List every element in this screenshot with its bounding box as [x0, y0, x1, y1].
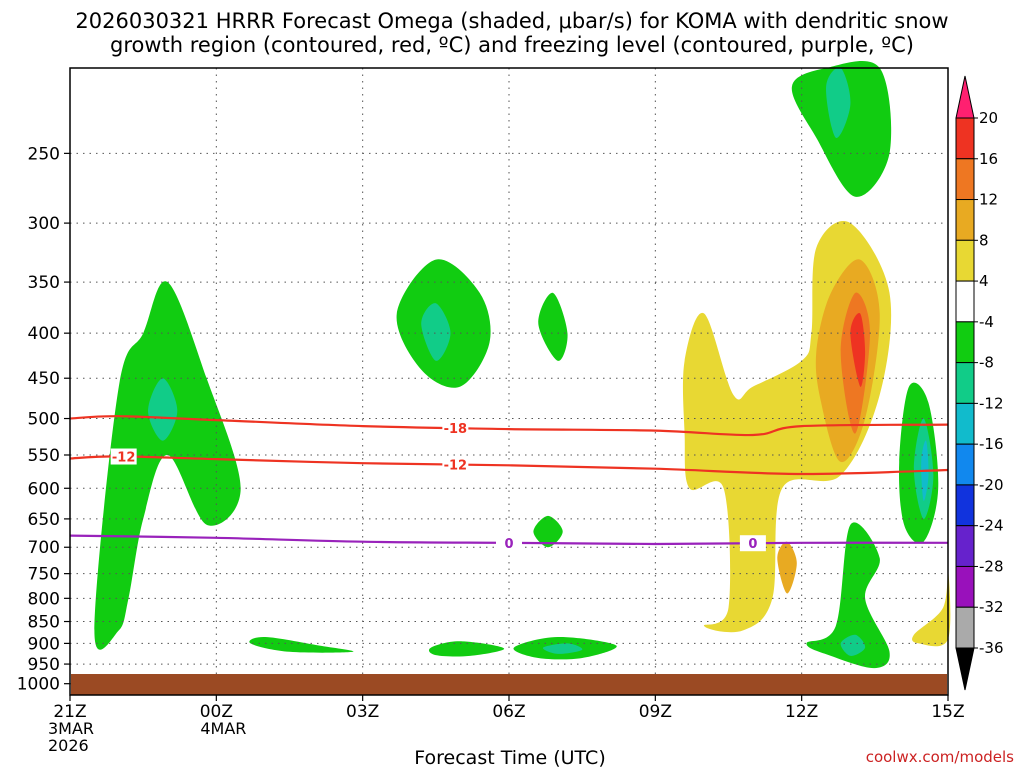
- colorbar-swatch-5: [955, 321, 975, 364]
- colorbar-swatch-1: [955, 158, 975, 201]
- x-tick-label-0-0: 21Z: [53, 702, 86, 722]
- omega-region-rising-area-late-3-core: [840, 634, 866, 656]
- colorbar-top-arrow: [955, 75, 975, 119]
- contour-label-dgz-minus12-2: -12: [112, 451, 136, 466]
- colorbar-swatch-6: [955, 362, 975, 404]
- colorbar-label-6: -8: [979, 354, 994, 372]
- x-tick-label-4-0: 09Z: [639, 702, 672, 722]
- contour-line-dgz-minus18: [69, 415, 949, 437]
- colorbar-swatch-3: [955, 239, 975, 282]
- omega-region-rising-area-low-4-core: [542, 643, 583, 654]
- colorbar-label-13: -36: [979, 639, 1004, 657]
- colorbar-label-11: -28: [979, 557, 1004, 575]
- y-tick-label-900: 900: [28, 634, 60, 654]
- contour-label-freezing-level-0: 0: [504, 537, 513, 552]
- contour-label-bg-freezing-level-0-2: [739, 535, 766, 552]
- omega-region-rising-area-early-1-core: [148, 378, 178, 441]
- x-tick-label-0-1: 3MAR: [48, 719, 94, 738]
- omega-region-rising-area-06z-core: [421, 303, 451, 361]
- omega-region-sinking-area-main-3: [850, 312, 866, 387]
- colorbar-label-5: -4: [979, 313, 994, 331]
- omega-region-rising-area-08z: [538, 292, 568, 361]
- colorbar-swatch-4: [955, 280, 975, 323]
- omega-region-rising-area-late-3: [806, 522, 890, 669]
- y-tick-label-750: 750: [28, 565, 60, 585]
- colorbar-swatch-11: [955, 565, 975, 608]
- y-tick-label-500: 500: [28, 410, 60, 430]
- x-tick-label-1-1: 4MAR: [200, 719, 246, 738]
- colorbar-bottom-arrow: [955, 647, 975, 691]
- contour-line-dgz-minus12: [69, 455, 949, 476]
- colorbar-label-2: 12: [979, 191, 998, 209]
- y-tick-label-800: 800: [28, 589, 60, 609]
- colorbar-label-3: 8: [979, 231, 989, 249]
- colorbar-swatch-2: [955, 199, 975, 241]
- plot-area: -18 -12 -12 0 0: [69, 60, 951, 696]
- omega-region-rising-area-early-1: [94, 281, 241, 650]
- y-tick-label-450: 450: [28, 369, 60, 389]
- y-tick-label-850: 850: [28, 613, 60, 633]
- chart-title-line-2: growth region (contoured, red, ºC) and f…: [110, 33, 914, 57]
- y-tick-label-250: 250: [28, 144, 60, 164]
- colorbar-swatch-0: [955, 117, 975, 160]
- colorbar-label-12: -32: [979, 598, 1004, 616]
- y-tick-label-650: 650: [28, 510, 60, 530]
- x-tick-label-2-0: 03Z: [346, 702, 379, 722]
- y-tick-label-700: 700: [28, 538, 60, 558]
- colorbar-swatch-9: [955, 484, 975, 527]
- colorbar: 20 16 12 8 4 -4 -8 -12 -16 -20 -24 -28 -32 -36: [955, 75, 1004, 691]
- credit-text: coolwx.com/models: [866, 748, 1014, 766]
- omega-region-rising-area-08z-small: [533, 515, 563, 548]
- colorbar-swatch-7: [955, 402, 975, 445]
- colorbar-swatch-12: [955, 606, 975, 649]
- colorbar-label-8: -16: [979, 435, 1004, 453]
- contour-label-dgz-minus12: -12: [444, 459, 468, 474]
- colorbar-label-1: 16: [979, 150, 998, 168]
- chart-title-line-1: 2026030321 HRRR Forecast Omega (shaded, …: [75, 9, 948, 33]
- contour-label-bg-dgz-minus18: [442, 419, 469, 436]
- y-tick-label-950: 950: [28, 655, 60, 675]
- x-tick-label-0-2: 2026: [48, 736, 89, 755]
- colorbar-label-9: -20: [979, 476, 1004, 494]
- contour-label-dgz-minus18: -18: [444, 422, 468, 437]
- y-axis: 2503003504004505005506006507007508008509…: [17, 144, 70, 695]
- y-tick-label-400: 400: [28, 324, 60, 344]
- colorbar-swatch-10: [955, 525, 975, 567]
- omega-region-rising-area-late-1-core: [826, 67, 851, 138]
- colorbar-label-4: 4: [979, 272, 989, 290]
- omega-region-sinking-area-low-2: [912, 567, 951, 647]
- y-tick-label-550: 550: [28, 446, 60, 466]
- x-tick-label-3-0: 06Z: [492, 702, 525, 722]
- omega-region-rising-area-low-2: [249, 636, 354, 653]
- y-tick-label-600: 600: [28, 479, 60, 499]
- y-tick-label-1000: 1000: [17, 675, 60, 695]
- contour-layer: -18 -12 -12 0 0: [69, 415, 949, 552]
- colorbar-label-0: 20: [979, 109, 998, 127]
- contour-label-bg-dgz-minus12-2: [110, 448, 137, 465]
- y-tick-label-350: 350: [28, 273, 60, 293]
- omega-region-sinking-area-low: [777, 541, 797, 594]
- y-tick-label-300: 300: [28, 214, 60, 234]
- colorbar-label-7: -12: [979, 394, 1004, 412]
- x-tick-label-1-0: 00Z: [200, 702, 233, 722]
- contour-label-freezing-level-0-2: 0: [748, 537, 757, 552]
- contour-label-bg-dgz-minus12: [442, 456, 469, 473]
- colorbar-label-10: -24: [979, 517, 1004, 535]
- x-tick-label-5-0: 12Z: [785, 702, 818, 722]
- omega-region-rising-area-low-3: [428, 641, 505, 657]
- colorbar-swatch-8: [955, 443, 975, 486]
- x-tick-label-6-0: 15Z: [931, 702, 964, 722]
- contour-label-bg-freezing-level-0: [496, 534, 522, 551]
- x-axis-label: Forecast Time (UTC): [414, 747, 605, 768]
- ground-terrain: [71, 674, 947, 695]
